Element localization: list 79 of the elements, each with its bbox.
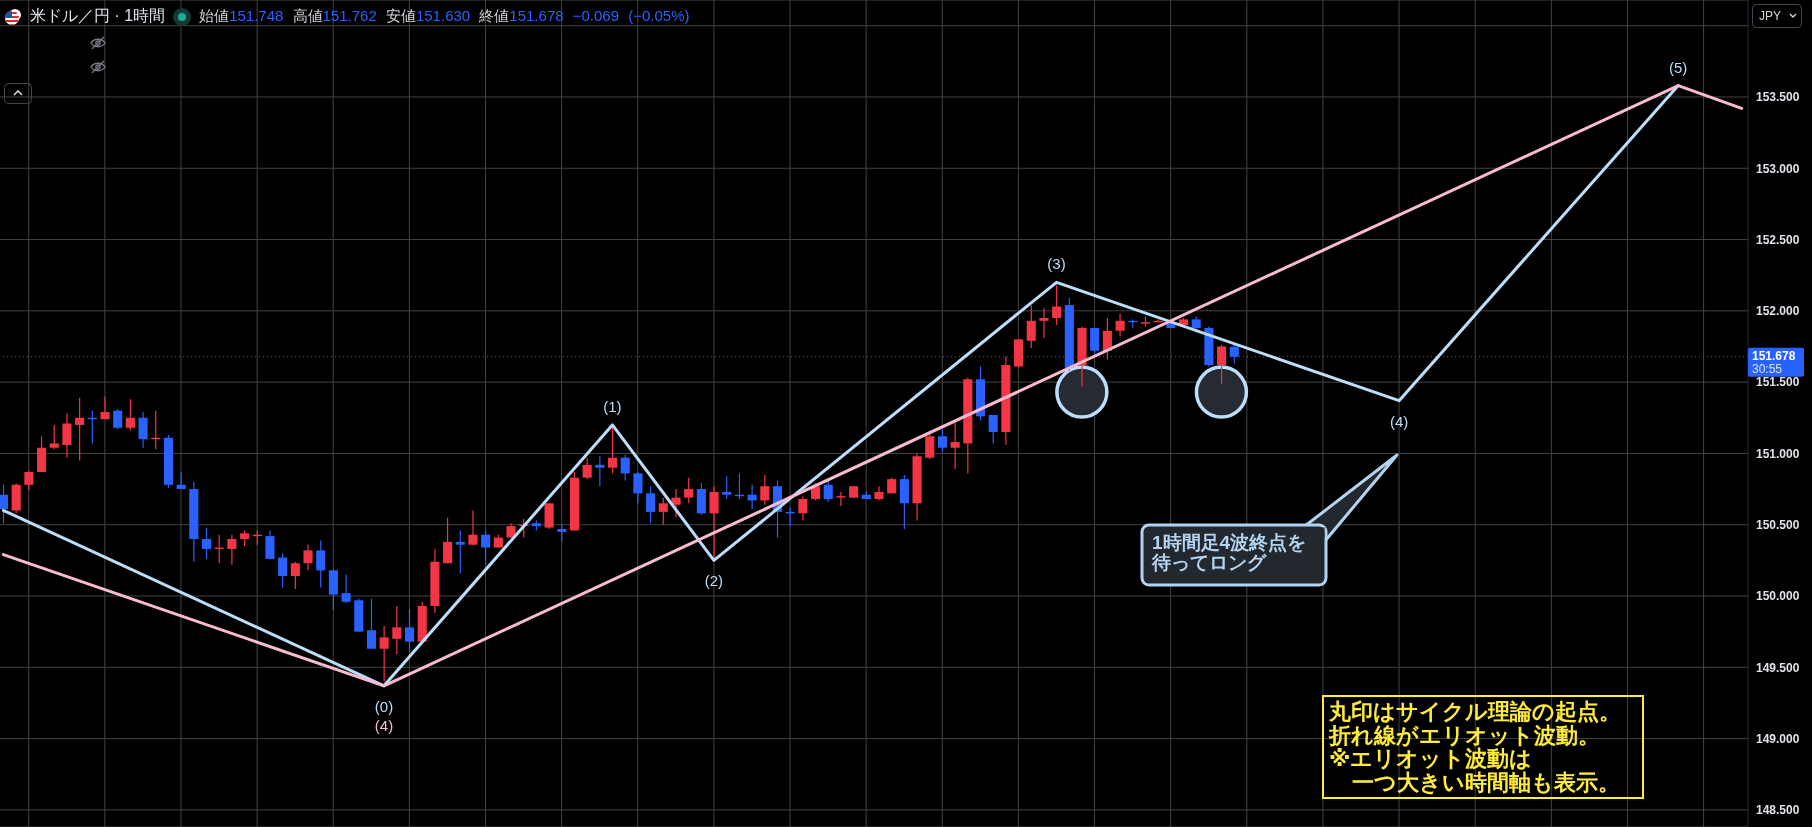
candlestick: [1026, 304, 1036, 349]
candlestick: [0, 484, 9, 524]
candlestick: [582, 457, 592, 480]
y-tick-label: 152.000: [1756, 304, 1800, 319]
candlestick: [709, 485, 719, 560]
text: 30:55: [1752, 361, 1783, 376]
candlestick: [303, 544, 313, 571]
y-axis-title: JPY: [1759, 9, 1782, 23]
candlestick: [1090, 327, 1100, 355]
candlestick: [75, 397, 85, 462]
annotation: 一つ大きい時間軸も表示。: [1352, 770, 1620, 795]
annotation: (4): [1389, 412, 1409, 430]
annotation: 1時間足4波終点を待ってロング: [1152, 532, 1308, 573]
candlestick: [125, 398, 135, 432]
candlestick: [176, 471, 186, 490]
candlestick: [1115, 313, 1125, 338]
candlestick: [468, 509, 478, 546]
y-tick-label: 152.500: [1756, 232, 1800, 247]
annotation: (4): [374, 716, 394, 734]
candlestick: [379, 625, 389, 683]
candlestick: [988, 414, 998, 445]
annotation: (1): [603, 397, 622, 415]
y-tick-label: 149.000: [1756, 731, 1800, 746]
candlestick: [404, 608, 415, 653]
annotation: (5): [1669, 58, 1688, 76]
y-tick-label: 153.000: [1756, 161, 1800, 176]
candlestick: [937, 428, 947, 453]
candlestick: [392, 605, 402, 656]
candlestick: [113, 408, 123, 430]
candlestick: [443, 516, 453, 564]
y-tick-label: 150.500: [1756, 517, 1800, 532]
candlestick: [658, 497, 668, 526]
candlestick: [278, 552, 288, 589]
candlestick: [265, 529, 275, 560]
y-tick-label: 150.000: [1756, 589, 1800, 604]
candlestick: [455, 529, 465, 574]
candlestick: [201, 526, 212, 560]
candlestick: [671, 488, 681, 519]
candlestick: [684, 477, 694, 504]
candlestick: [24, 469, 34, 492]
annotation: (2): [704, 572, 724, 590]
candlestick: [823, 479, 833, 503]
candlestick: [341, 574, 351, 604]
y-tick-label: 153.500: [1756, 90, 1800, 105]
y-tick-label: 151.000: [1756, 446, 1800, 461]
candlestick: [646, 485, 656, 524]
candlestick: [62, 412, 72, 459]
dropdown-button: JPY: [1752, 4, 1802, 28]
candlestick: [138, 411, 148, 449]
candlestick: [49, 424, 59, 450]
candlestick: [607, 425, 618, 474]
candlestick: [227, 534, 237, 566]
candlestick: [620, 454, 630, 482]
candlestick: [722, 475, 732, 500]
candlestick: [366, 598, 377, 650]
annotation: 丸印はサイクル理論の起点。: [1328, 699, 1621, 724]
candlestick: [633, 471, 643, 504]
annotation: (0): [374, 697, 394, 715]
candlestick: [481, 529, 491, 566]
annotation: ※エリオット波動は: [1329, 746, 1533, 772]
chart-title: 米ドル／円 · 1時間: [30, 6, 166, 26]
candlestick: [595, 455, 605, 487]
ref-line-label: 151.678: [1752, 348, 1796, 363]
candlestick: [1039, 307, 1049, 339]
candlestick: [925, 432, 935, 460]
candlestick: [1217, 344, 1227, 385]
candlestick: [836, 491, 846, 507]
candlestick: [760, 474, 770, 506]
y-tick-label: 148.500: [1756, 803, 1800, 818]
candlestick: [798, 495, 808, 522]
candlestick: [316, 539, 326, 589]
y-tick-label: 151.500: [1756, 375, 1800, 390]
annotation: (3): [1047, 255, 1066, 273]
y-tick-label: 149.500: [1756, 660, 1800, 675]
candlestick: [950, 421, 960, 470]
annotation: 折れ線がエリオット波動。: [1328, 722, 1600, 748]
candlestick: [1052, 284, 1062, 326]
text: 始値151.748 高値151.762 安値151.630 終値151.678 −0.069 (−0.05%): [199, 7, 690, 24]
candlestick: [290, 561, 300, 590]
